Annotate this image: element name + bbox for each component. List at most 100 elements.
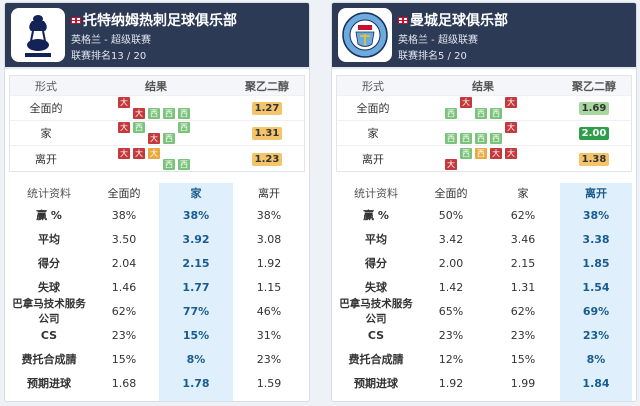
stats-table: 统计资料 全面的 家 离开 赢 % 38% 38% 38% 平均 3.50 3.92 3.08… — [9, 183, 305, 401]
odds-badge[interactable]: 1.23 — [251, 152, 283, 166]
stats-body: 赢 % 38% 38% 38% 平均 3.50 3.92 3.08 得分 2.04 2.15 1.92… — [9, 203, 305, 401]
form-header-row: 形式 结果 聚乙二醇 — [10, 76, 304, 96]
stat-away-value: 3.38 — [560, 227, 632, 251]
result-badge[interactable]: 大 — [133, 108, 145, 119]
stats-col-overall[interactable]: 全面的 — [107, 187, 141, 200]
odds-badge[interactable]: 1.31 — [251, 127, 283, 140]
form-row-label: 全面的 — [356, 102, 390, 115]
result-badge[interactable]: 大 — [118, 122, 130, 133]
result-badge[interactable]: 西 — [163, 108, 175, 119]
form-col-results: 结果 — [472, 79, 494, 93]
result-badge[interactable]: 大 — [148, 147, 160, 159]
result-badge[interactable]: 大 — [460, 97, 472, 108]
stat-home-value: 8% — [159, 347, 233, 371]
stat-away-value: 8% — [560, 347, 632, 371]
result-badge[interactable]: 西 — [178, 122, 190, 133]
stats-row: 预期进球 1.68 1.78 1.59 — [9, 371, 305, 395]
stat-away-value: 69% — [560, 299, 632, 323]
team-name[interactable]: 托特纳姆热刺足球俱乐部 — [71, 10, 237, 30]
stat-home-value: 2.15 — [159, 251, 233, 275]
result-badge[interactable]: 西 — [490, 108, 502, 119]
result-badge[interactable]: 西 — [490, 133, 502, 144]
form-sequence: 西西西西大 — [441, 121, 525, 145]
form-row-label: 离开 — [362, 152, 384, 166]
stat-overall-value: 12% — [438, 352, 464, 366]
stats-row: 基因编辑1.461.391.54 — [9, 395, 305, 401]
league-name[interactable]: 英格兰 - 超级联赛 — [71, 35, 151, 46]
stat-away-value: 3.08 — [256, 232, 282, 246]
form-row: 家 大西大西西 1.31 — [10, 121, 304, 146]
stats-row: 得分 2.04 2.15 1.92 — [9, 251, 305, 275]
stats-col-label: 统计资料 — [27, 187, 71, 200]
result-badge[interactable]: 西 — [475, 133, 487, 144]
man-city-crest-icon[interactable] — [338, 8, 392, 62]
stats-row-label: 费托合成腈 — [21, 353, 77, 366]
form-row-label: 家 — [367, 127, 379, 140]
stats-row-label: 基因编辑 — [336, 395, 416, 401]
result-badge[interactable]: 大 — [118, 97, 130, 108]
form-table: 形式 结果 聚乙二醇 全面的 西大西西大 1.69 家 西西西西大 2.00 离… — [336, 75, 632, 172]
stat-away-value: 23% — [560, 323, 632, 347]
stat-overall-value: 50% — [438, 208, 464, 222]
result-badge[interactable]: 西 — [148, 108, 160, 119]
form-sequence: 大西大西西 — [114, 121, 198, 145]
result-badge[interactable]: 大 — [148, 133, 160, 144]
team-card-home: 托特纳姆热刺足球俱乐部 英格兰 - 超级联赛 联赛排名13 / 20 形式 结果… — [4, 2, 310, 402]
result-badge[interactable]: 西 — [133, 122, 145, 133]
stat-home-value: 62% — [510, 208, 536, 222]
odds-badge[interactable]: 1.27 — [251, 102, 283, 115]
stat-overall-value: 1.92 — [438, 376, 464, 390]
result-badge[interactable]: 大 — [118, 147, 130, 159]
result-badge[interactable]: 西 — [475, 147, 487, 159]
stat-overall-value: 38% — [111, 208, 137, 222]
stats-row-label: 赢 % — [363, 209, 389, 222]
result-badge[interactable]: 大 — [505, 147, 517, 159]
stat-away-value: 23% — [256, 352, 282, 366]
stats-row: 平均 3.42 3.46 3.38 — [336, 227, 632, 251]
result-badge[interactable]: 大 — [505, 97, 517, 108]
stats-row-label: 基因编辑 — [9, 395, 89, 401]
stat-home-value: 62% — [510, 304, 536, 318]
stat-home-value: 15% — [510, 352, 536, 366]
stats-row: 预期进球 1.92 1.99 1.84 — [336, 371, 632, 395]
result-badge[interactable]: 西 — [163, 133, 175, 144]
stat-overall-value: 2.04 — [111, 256, 137, 270]
stat-overall-value: 23% — [111, 328, 137, 342]
stats-col-overall[interactable]: 全面的 — [434, 187, 468, 200]
result-badge[interactable]: 大 — [445, 158, 457, 170]
result-badge[interactable]: 西 — [178, 158, 190, 170]
league-name[interactable]: 英格兰 - 超级联赛 — [398, 35, 478, 46]
form-row: 家 西西西西大 2.00 — [337, 121, 631, 146]
result-badge[interactable]: 大 — [490, 147, 502, 159]
result-badge[interactable]: 西 — [445, 108, 457, 119]
result-badge[interactable]: 西 — [475, 108, 487, 119]
result-badge[interactable]: 大 — [505, 122, 517, 133]
tottenham-crest-icon[interactable] — [11, 8, 65, 62]
stat-home-value: 15% — [159, 323, 233, 347]
result-badge[interactable]: 西 — [163, 158, 175, 170]
stats-col-away[interactable]: 离开 — [560, 183, 632, 203]
result-badge[interactable]: 西 — [460, 133, 472, 144]
team-name[interactable]: 曼城足球俱乐部 — [398, 10, 508, 30]
form-header-row: 形式 结果 聚乙二醇 — [337, 76, 631, 96]
odds-badge[interactable]: 1.38 — [578, 152, 610, 166]
stats-row-label: CS — [40, 328, 58, 342]
stats-col-away[interactable]: 离开 — [258, 187, 280, 200]
result-badge[interactable]: 西 — [178, 108, 190, 119]
stats-row: 费托合成腈 12% 15% 8% — [336, 347, 632, 371]
stat-home-value: 1.39 — [159, 395, 233, 401]
stats-row-label: 巴拿马技术服务公司 — [12, 298, 86, 325]
stats-col-home[interactable]: 家 — [517, 187, 529, 200]
result-badge[interactable]: 西 — [445, 133, 457, 144]
odds-badge[interactable]: 1.69 — [578, 102, 610, 115]
form-col-results: 结果 — [145, 79, 167, 93]
stat-away-value: 1.85 — [560, 251, 632, 275]
stats-row: CS 23% 15% 31% — [9, 323, 305, 347]
league-rank: 联赛排名5 / 20 — [398, 51, 467, 62]
stat-home-value: 1.77 — [159, 275, 233, 299]
result-badge[interactable]: 西 — [460, 147, 472, 159]
stats-col-home[interactable]: 家 — [159, 183, 233, 203]
stat-overall-value: 3.42 — [438, 232, 464, 246]
odds-badge[interactable]: 2.00 — [578, 127, 610, 140]
result-badge[interactable]: 大 — [133, 147, 145, 159]
